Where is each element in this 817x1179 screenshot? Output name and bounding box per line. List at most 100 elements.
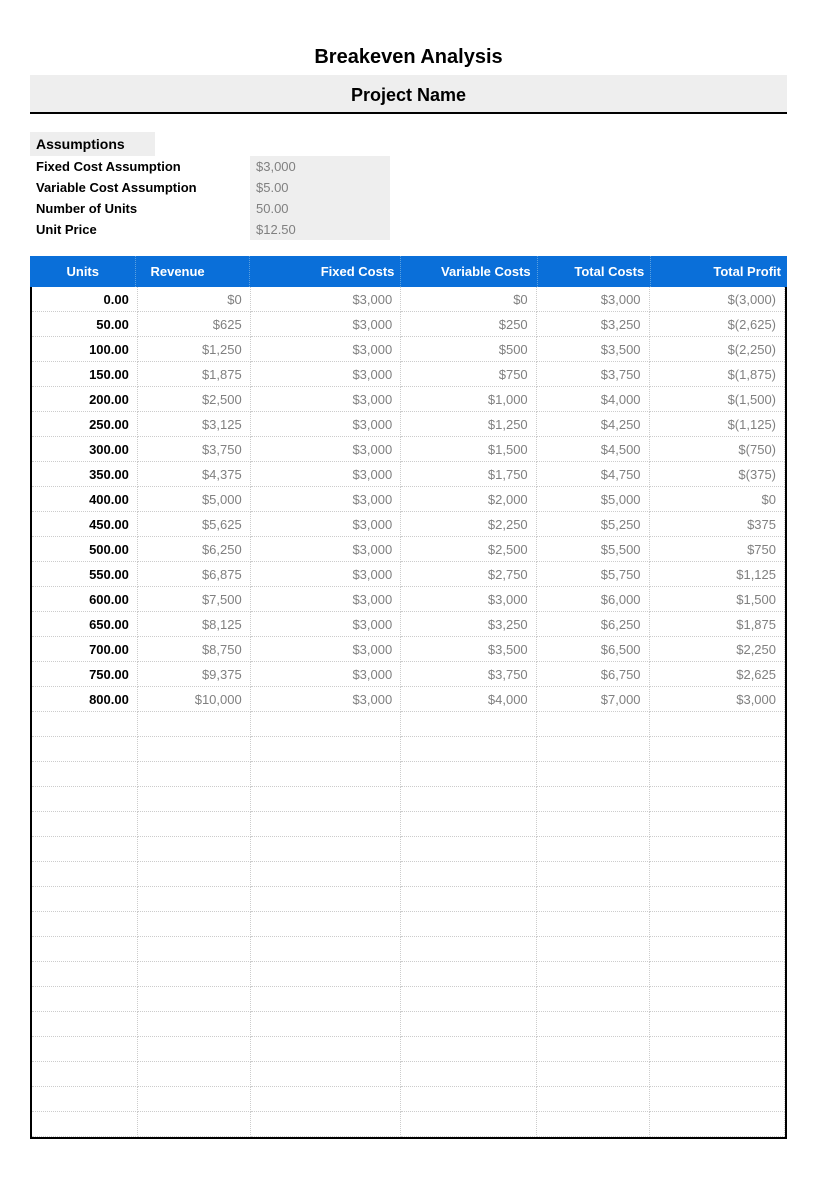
table-cell-empty (32, 862, 137, 887)
table-cell: $4,375 (137, 462, 250, 487)
table-cell-empty (401, 987, 536, 1012)
table-cell-empty (401, 1112, 536, 1137)
table-cell: $(1,500) (649, 387, 784, 412)
table-cell-empty (536, 762, 649, 787)
table-cell: $8,125 (137, 612, 250, 637)
table-cell: $3,000 (250, 487, 401, 512)
table-row-empty (32, 912, 785, 937)
table-cell: $5,000 (137, 487, 250, 512)
table-cell: $2,500 (137, 387, 250, 412)
assumption-value: $3,000 (250, 156, 390, 177)
table-cell-empty (32, 912, 137, 937)
table-cell: $1,250 (137, 337, 250, 362)
table-cell: $3,000 (250, 462, 401, 487)
table-cell: $(375) (649, 462, 784, 487)
table-cell: $4,750 (536, 462, 649, 487)
table-row: 600.00$7,500$3,000$3,000$6,000$1,500 (32, 587, 785, 612)
assumption-label: Variable Cost Assumption (30, 177, 250, 198)
table-cell: $625 (137, 312, 250, 337)
table-cell: $2,750 (401, 562, 536, 587)
table-body: 0.00$0$3,000$0$3,000$(3,000)50.00$625$3,… (32, 287, 785, 1137)
table-cell-empty (649, 912, 784, 937)
table-cell-empty (401, 812, 536, 837)
table-row: 0.00$0$3,000$0$3,000$(3,000) (32, 287, 785, 312)
table-cell: 150.00 (32, 362, 137, 387)
table-cell-empty (649, 812, 784, 837)
table-cell-empty (32, 987, 137, 1012)
table-cell: $3,125 (137, 412, 250, 437)
column-header: Units (30, 256, 136, 287)
table-cell-empty (250, 912, 401, 937)
table-cell-empty (137, 887, 250, 912)
table-row-empty (32, 1037, 785, 1062)
table-cell-empty (137, 962, 250, 987)
column-header: Variable Costs (401, 256, 537, 287)
table-cell: $1,500 (401, 437, 536, 462)
table-cell-empty (649, 837, 784, 862)
table-cell: $6,250 (536, 612, 649, 637)
table-cell-empty (32, 1112, 137, 1137)
table-cell-empty (137, 1037, 250, 1062)
table-cell: 0.00 (32, 287, 137, 312)
table-cell: $3,000 (250, 312, 401, 337)
table-body-wrap: 0.00$0$3,000$0$3,000$(3,000)50.00$625$3,… (30, 287, 787, 1139)
table-cell-empty (536, 1087, 649, 1112)
table-cell-empty (536, 1037, 649, 1062)
table-cell: $(1,125) (649, 412, 784, 437)
table-cell-empty (401, 962, 536, 987)
table-cell: $0 (401, 287, 536, 312)
table-cell: $250 (401, 312, 536, 337)
table-cell-empty (401, 1062, 536, 1087)
table-cell-empty (536, 987, 649, 1012)
table-cell-empty (401, 1012, 536, 1037)
table-row: 200.00$2,500$3,000$1,000$4,000$(1,500) (32, 387, 785, 412)
table-cell-empty (250, 937, 401, 962)
table-cell: $9,375 (137, 662, 250, 687)
table-cell-empty (250, 1112, 401, 1137)
table-cell: 400.00 (32, 487, 137, 512)
table-cell-empty (250, 837, 401, 862)
table-cell-empty (32, 887, 137, 912)
table-cell-empty (250, 712, 401, 737)
breakeven-table: UnitsRevenueFixed CostsVariable CostsTot… (30, 256, 787, 287)
table-cell: $2,000 (401, 487, 536, 512)
table-cell-empty (32, 1062, 137, 1087)
table-cell: 600.00 (32, 587, 137, 612)
table-cell-empty (649, 1087, 784, 1112)
table-cell: 300.00 (32, 437, 137, 462)
table-cell-empty (649, 787, 784, 812)
table-cell-empty (32, 762, 137, 787)
table-cell: 650.00 (32, 612, 137, 637)
table-cell: $3,000 (250, 387, 401, 412)
table-cell-empty (649, 1062, 784, 1087)
table-cell-empty (250, 787, 401, 812)
table-cell: $5,625 (137, 512, 250, 537)
assumption-label: Unit Price (30, 219, 250, 240)
table-cell-empty (401, 737, 536, 762)
table-cell: 350.00 (32, 462, 137, 487)
table-cell: 250.00 (32, 412, 137, 437)
table-cell-empty (536, 1012, 649, 1037)
table-cell: $3,000 (250, 687, 401, 712)
table-cell-empty (137, 937, 250, 962)
assumption-value: 50.00 (250, 198, 390, 219)
table-cell-empty (32, 1037, 137, 1062)
table-cell: $3,750 (536, 362, 649, 387)
table-cell: $1,000 (401, 387, 536, 412)
table-cell: $2,250 (401, 512, 536, 537)
table-cell-empty (137, 1087, 250, 1112)
table-cell: $(2,250) (649, 337, 784, 362)
table-cell-empty (137, 812, 250, 837)
table-row-empty (32, 837, 785, 862)
table-cell-empty (401, 762, 536, 787)
table-cell: $4,000 (401, 687, 536, 712)
table-cell: $4,000 (536, 387, 649, 412)
table-cell: $3,250 (536, 312, 649, 337)
table-row-empty (32, 1087, 785, 1112)
table-cell: $3,750 (137, 437, 250, 462)
table-cell-empty (536, 1112, 649, 1137)
table-cell-empty (32, 962, 137, 987)
table-row: 500.00$6,250$3,000$2,500$5,500$750 (32, 537, 785, 562)
table-cell-empty (250, 1087, 401, 1112)
table-cell: $(750) (649, 437, 784, 462)
